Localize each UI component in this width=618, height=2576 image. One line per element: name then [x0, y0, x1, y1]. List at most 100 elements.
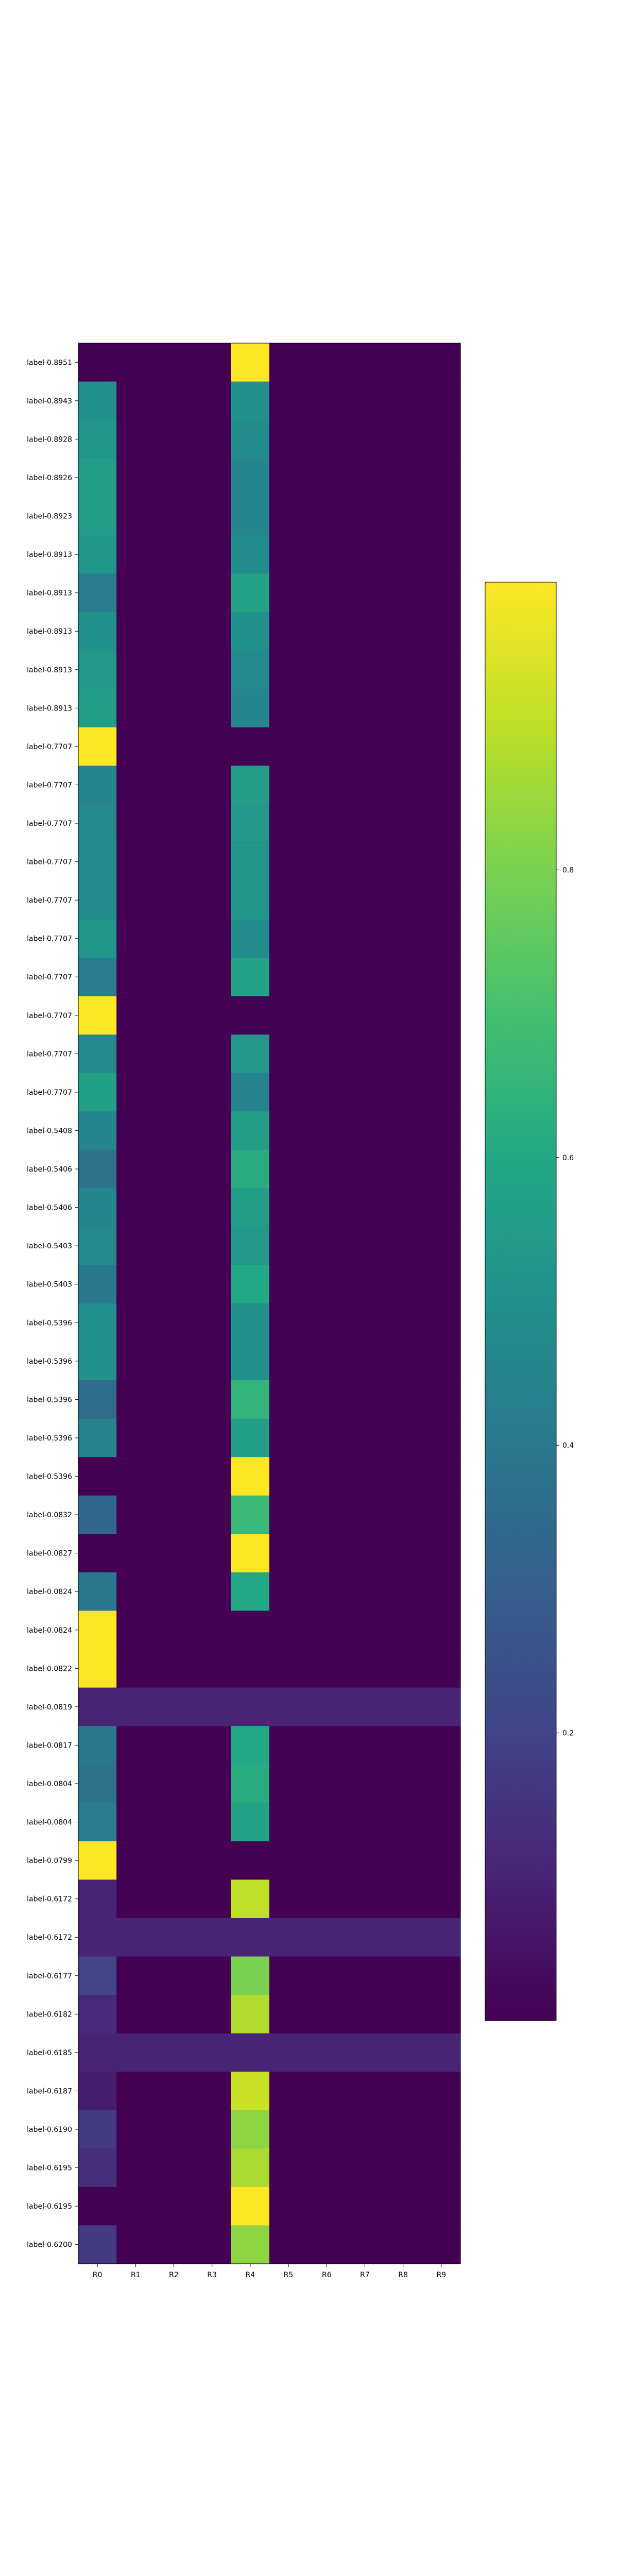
y-tick-label: label-0.5406 [27, 1165, 72, 1174]
y-tick-label: label-0.6172 [27, 1895, 72, 1904]
heatmap-cell [422, 689, 461, 728]
y-tick-label: label-0.7707 [27, 1089, 72, 1097]
heatmap-cell [193, 1918, 232, 1957]
heatmap-cell [422, 919, 461, 958]
heatmap-cell [422, 766, 461, 805]
y-tick-label: label-0.8923 [27, 513, 72, 521]
heatmap-cell [193, 573, 232, 613]
heatmap-cell [307, 1918, 346, 1957]
y-tick-label: label-0.0824 [27, 1588, 72, 1596]
heatmap-cell [384, 1764, 423, 1803]
heatmap-cell [193, 766, 232, 805]
y-tick-label: label-0.7707 [27, 1050, 72, 1058]
heatmap-cell [307, 458, 346, 497]
heatmap-cell [346, 1342, 385, 1381]
colorbar [485, 582, 557, 2021]
heatmap-cell [78, 1803, 117, 1842]
heatmap-cell [116, 2225, 155, 2264]
heatmap-cell [346, 2225, 385, 2264]
y-axis-ticks: label-0.8951 label-0.8943 label-0.8928 labe… [27, 359, 78, 2249]
heatmap-cell [422, 1611, 461, 1650]
heatmap-cell [78, 1572, 117, 1612]
heatmap-cell [422, 2187, 461, 2226]
heatmap-cell [384, 880, 423, 920]
heatmap-cell [116, 2072, 155, 2111]
heatmap-cell [231, 842, 270, 882]
heatmap-cell [193, 804, 232, 843]
heatmap-cell [422, 2072, 461, 2111]
heatmap-cell [78, 612, 117, 651]
colorbar-tick-label: 0.2 [562, 1730, 574, 1738]
x-tick-label: R5 [284, 2271, 294, 2279]
heatmap-cell [231, 727, 270, 766]
y-tick-label: label-0.8913 [27, 628, 72, 636]
x-tick-label: R8 [398, 2271, 408, 2279]
heatmap-cell [384, 766, 423, 805]
heatmap-cell [269, 1380, 308, 1419]
heatmap-cell [231, 1035, 270, 1074]
heatmap-cell [422, 957, 461, 997]
heatmap-cell [154, 1879, 194, 1919]
heatmap-cell [307, 381, 346, 420]
heatmap-cell [307, 1572, 346, 1612]
heatmap-cell [116, 1803, 155, 1842]
heatmap-cell [154, 1035, 194, 1074]
heatmap-cell [422, 1764, 461, 1803]
heatmap-cell [422, 1803, 461, 1842]
heatmap-cell [384, 650, 423, 689]
heatmap-cell [346, 1879, 385, 1919]
heatmap-cell [78, 2072, 117, 2111]
heatmap-cell [384, 1265, 423, 1304]
heatmap-cell [346, 1534, 385, 1573]
heatmap-cell [154, 1495, 194, 1534]
y-tick-label: label-0.0804 [27, 1780, 72, 1788]
heatmap-frame [78, 343, 461, 2264]
heatmap-cell [422, 1380, 461, 1419]
heatmap-cell [422, 1265, 461, 1304]
heatmap-cell [116, 957, 155, 997]
heatmap-cell [384, 1918, 423, 1957]
heatmap-cell [78, 1073, 117, 1112]
heatmap-cell [78, 381, 117, 420]
heatmap-cell [154, 2148, 194, 2188]
heatmap-cell [193, 2148, 232, 2188]
heatmap-cell [307, 1956, 346, 1995]
heatmap-cell [384, 458, 423, 497]
heatmap-cell [269, 381, 308, 420]
heatmap-cell [422, 1841, 461, 1880]
heatmap-cell [78, 1226, 117, 1266]
heatmap-cell [231, 1879, 270, 1919]
heatmap-cell [422, 1649, 461, 1688]
heatmap-cell [78, 957, 117, 997]
y-tick-label: label-0.6187 [27, 2087, 72, 2095]
heatmap-cell [231, 1303, 270, 1343]
y-tick-label: label-0.5396 [27, 1319, 72, 1327]
heatmap-cell [307, 1534, 346, 1573]
heatmap-cell [154, 1457, 194, 1496]
heatmap-cell [78, 1611, 117, 1650]
y-tick-label: label-0.0817 [27, 1741, 72, 1750]
heatmap-cell [154, 842, 194, 882]
heatmap-cell [269, 343, 308, 382]
heatmap-cell [346, 1303, 385, 1343]
heatmap-cell [384, 919, 423, 958]
heatmap-cell [231, 1495, 270, 1534]
heatmap-cell [154, 1111, 194, 1150]
heatmap-cell [116, 1995, 155, 2034]
heatmap-cell [422, 2148, 461, 2188]
heatmap-cell [422, 1303, 461, 1343]
heatmap-cell [193, 1956, 232, 1995]
heatmap-cell [269, 1073, 308, 1112]
heatmap-cell [231, 381, 270, 420]
heatmap-cell [307, 2225, 346, 2264]
heatmap-cell [307, 804, 346, 843]
heatmap-cell [78, 727, 117, 766]
heatmap-cell [231, 343, 270, 382]
heatmap-cell [154, 2072, 194, 2111]
heatmap-cell [346, 957, 385, 997]
heatmap-cell [384, 420, 423, 459]
heatmap-cell [269, 2033, 308, 2072]
heatmap-cell [346, 1687, 385, 1726]
y-tick-label: label-0.6182 [27, 2010, 72, 2019]
heatmap-cell [193, 1495, 232, 1534]
